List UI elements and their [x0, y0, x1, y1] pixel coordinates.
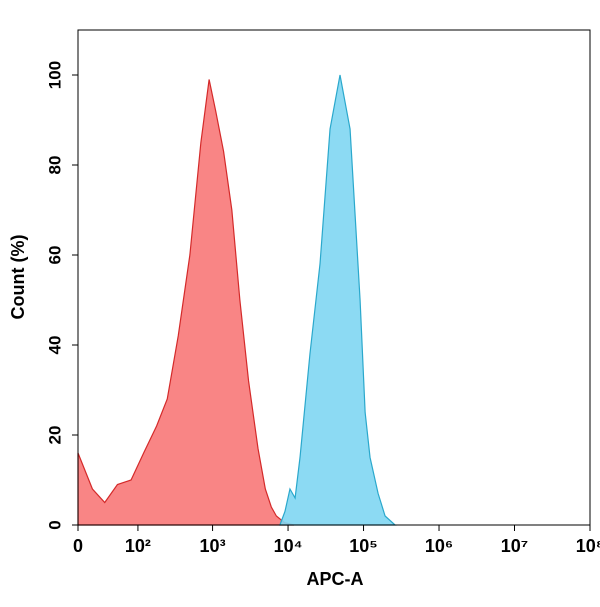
x-tick-label: 10⁶: [425, 536, 453, 556]
y-tick-label: 100: [45, 61, 64, 89]
x-tick-label: 10³: [200, 536, 226, 556]
x-tick-label: 10⁷: [501, 536, 528, 556]
y-tick-label: 40: [45, 336, 64, 355]
histogram-area: [77, 79, 295, 526]
y-tick-label: 0: [45, 520, 64, 529]
x-tick-label: 10⁸: [576, 536, 600, 556]
y-tick-label: 80: [45, 156, 64, 175]
x-tick-label: 10⁵: [349, 536, 377, 556]
y-tick-label: 60: [45, 246, 64, 265]
x-tick-label: 10²: [125, 536, 151, 556]
histogram-area: [279, 74, 397, 526]
y-tick-label: 20: [45, 426, 64, 445]
y-axis-label: Count (%): [8, 235, 28, 320]
x-tick-label: 0: [73, 536, 83, 556]
x-axis-label: APC-A: [307, 569, 364, 589]
x-tick-label: 10⁴: [274, 536, 303, 556]
plot-frame: [77, 29, 591, 526]
